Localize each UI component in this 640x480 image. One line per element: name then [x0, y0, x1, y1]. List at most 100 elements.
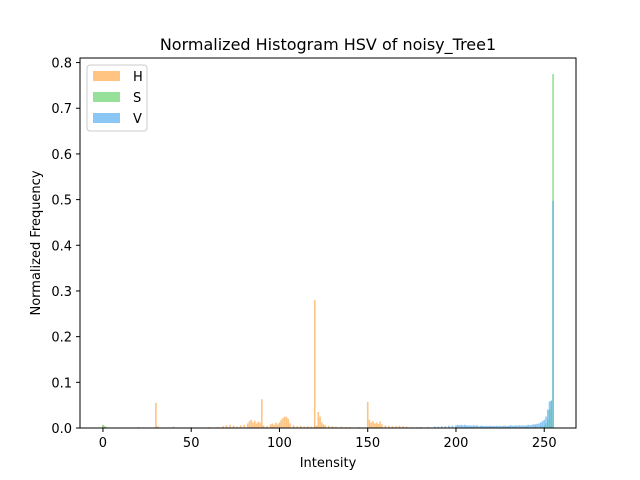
bar-v	[462, 425, 464, 428]
bar-v	[478, 426, 480, 428]
bar-h	[328, 425, 330, 428]
bar-v	[451, 425, 454, 428]
bar-v	[531, 424, 533, 428]
y-tick-label: 0.8	[51, 57, 72, 72]
bar-v	[471, 425, 473, 428]
bar-v	[550, 400, 553, 428]
bar-v	[541, 421, 544, 428]
bar-h	[299, 425, 302, 428]
bar-h	[384, 425, 387, 428]
bar-v	[469, 425, 471, 428]
x-tick-label: 200	[444, 436, 469, 451]
bar-v	[458, 425, 461, 428]
bar-v	[543, 419, 546, 428]
bar-h	[232, 425, 235, 428]
bar-v	[444, 426, 447, 428]
x-axis-ticks: 0 50 100 150 200 250	[99, 428, 557, 451]
bar-v	[494, 426, 496, 428]
bar-h	[282, 417, 284, 428]
bar-v	[488, 425, 491, 428]
bar-v	[456, 424, 459, 428]
legend: H S V	[86, 64, 148, 132]
bar-v	[476, 425, 478, 428]
bar-h	[303, 426, 305, 428]
bar-v	[472, 425, 475, 428]
bar-h	[315, 425, 318, 428]
bar-h	[335, 426, 337, 428]
bar-v	[483, 426, 486, 428]
bar-v	[518, 425, 521, 428]
bar-h	[398, 425, 401, 428]
bar-v	[511, 425, 514, 428]
bar-h	[269, 424, 272, 428]
bar-h	[287, 418, 290, 428]
bar-v	[474, 425, 477, 428]
bar-h	[395, 426, 397, 428]
bar-h	[321, 422, 323, 428]
bar-h	[172, 426, 175, 428]
bar-h	[262, 425, 265, 428]
bar-v	[467, 425, 470, 428]
bar-h	[391, 426, 394, 428]
bar-v	[529, 425, 531, 428]
bar-v	[515, 425, 517, 428]
bar-v	[520, 425, 523, 428]
x-tick-label: 50	[183, 436, 200, 451]
bar-h	[255, 423, 258, 428]
bar-v	[455, 425, 457, 428]
bar-h	[313, 300, 316, 428]
bar-v	[464, 424, 466, 428]
bar-h	[402, 426, 404, 428]
bar-v	[508, 425, 510, 428]
bar-h	[246, 423, 249, 428]
bar-h	[283, 416, 286, 428]
bar-h	[388, 425, 390, 428]
bar-h	[259, 422, 261, 428]
bar-v	[509, 425, 512, 428]
bar-v	[437, 426, 440, 428]
bar-v	[490, 426, 493, 428]
bar-h	[370, 422, 373, 428]
bar-h	[239, 425, 242, 428]
bar-h	[373, 423, 376, 428]
bar-h	[289, 423, 291, 428]
bar-h	[253, 420, 256, 428]
chart-title: Normalized Histogram HSV of noisy_Tree1	[160, 35, 496, 55]
bar-h	[252, 422, 254, 428]
bar-h	[229, 424, 231, 428]
bar-v	[527, 424, 530, 428]
bar-v	[448, 425, 450, 428]
legend-label-h: H	[133, 70, 143, 85]
bar-h	[292, 425, 295, 428]
bar-v	[536, 423, 538, 428]
bar-h	[156, 426, 159, 428]
bar-h	[280, 419, 283, 428]
bar-h	[372, 421, 374, 428]
bar-v	[513, 425, 516, 428]
x-tick-label: 150	[355, 436, 380, 451]
plot-frame	[79, 57, 577, 429]
x-tick-label: 250	[532, 436, 557, 451]
y-tick-label: 0.4	[51, 239, 72, 254]
y-tick-label: 0.0	[51, 422, 72, 437]
bar-v	[479, 425, 482, 428]
bar-v	[465, 425, 468, 428]
y-tick-label: 0.7	[51, 102, 72, 117]
bar-v	[441, 426, 443, 428]
bar-h	[317, 412, 320, 428]
y-axis-ticks: 0.0 0.1 0.2 0.3 0.4 0.5 0.6 0.7 0.8	[51, 57, 80, 437]
y-axis-label: Normalized Frequency	[29, 170, 44, 315]
bar-h	[375, 422, 378, 428]
bar-h	[368, 419, 371, 428]
y-tick-label: 0.5	[51, 194, 72, 209]
bar-h	[266, 426, 268, 428]
bar-h	[285, 417, 288, 428]
bar-h	[319, 416, 321, 428]
legend-swatch-h	[93, 71, 120, 81]
bar-v	[460, 424, 463, 428]
bar-h	[275, 422, 277, 428]
bar-v	[486, 426, 489, 428]
legend-swatch-v	[93, 113, 120, 123]
y-tick-label: 0.1	[51, 376, 72, 391]
bar-v	[495, 425, 498, 428]
